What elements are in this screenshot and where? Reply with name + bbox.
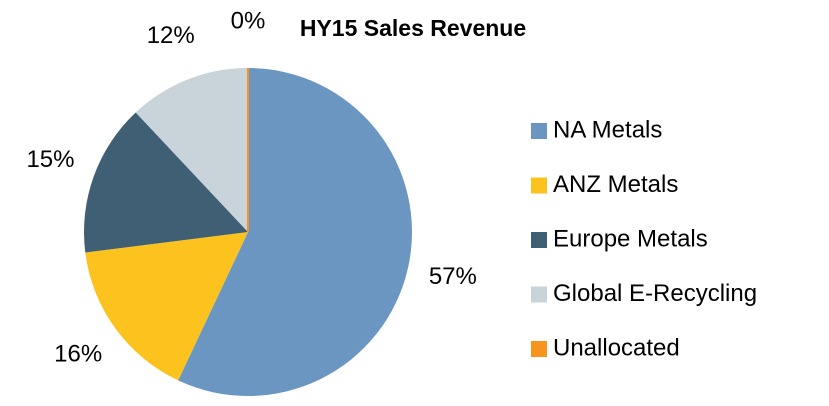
pie-slice [135, 68, 248, 232]
legend-label: NA Metals [553, 116, 662, 143]
data-label: 0% [231, 7, 266, 34]
legend-swatch [531, 286, 547, 303]
legend-label: Unallocated [553, 334, 680, 361]
legend-swatch [531, 232, 547, 248]
data-label: 16% [54, 341, 102, 368]
pie-slice [83, 112, 248, 253]
legend-swatch [531, 341, 547, 357]
legend-label: Europe Metals [553, 225, 708, 252]
legend-label: Global E-Recycling [553, 280, 757, 307]
legend-swatch [531, 123, 547, 139]
pie-slice [178, 68, 412, 397]
legend-swatch [531, 177, 547, 194]
data-label: 57% [429, 263, 477, 290]
pie-slice [85, 232, 249, 381]
legend-label: ANZ Metals [553, 171, 678, 198]
data-label: 12% [147, 22, 195, 49]
data-label: 15% [26, 146, 74, 173]
chart-title: HY15 Sales Revenue [300, 15, 526, 41]
